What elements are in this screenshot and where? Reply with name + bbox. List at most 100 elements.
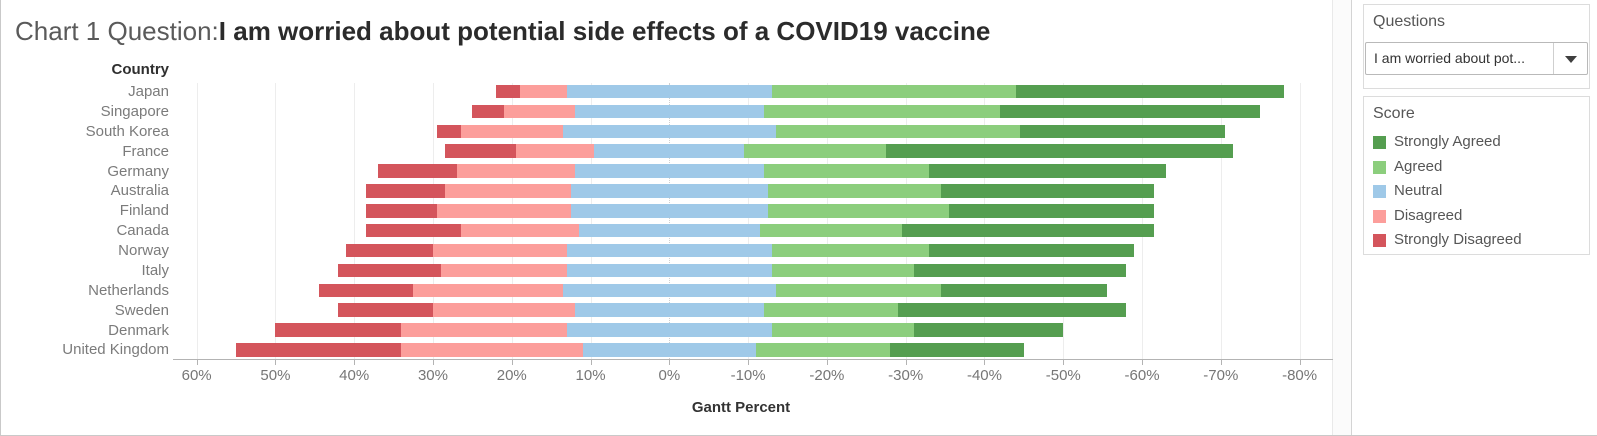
bar-segment-agreed[interactable]: [771, 323, 914, 337]
bar-segment-strongly-agreed[interactable]: [949, 204, 1154, 218]
bar-segment-strongly-agreed[interactable]: [1015, 84, 1284, 99]
chart-card: Chart 1 Question:I am worried about pote…: [1, 0, 1339, 435]
bar-segment-neutral[interactable]: [566, 84, 772, 99]
bar-segment-agreed[interactable]: [775, 283, 942, 298]
bar-segment-strongly-disagreed[interactable]: [377, 164, 457, 178]
bar-segment-neutral[interactable]: [570, 204, 768, 218]
bar-segment-strongly-disagreed[interactable]: [338, 303, 433, 317]
bar-segment-strongly-agreed[interactable]: [885, 144, 1233, 158]
bar-segment-neutral[interactable]: [566, 243, 772, 258]
bar-segment-neutral[interactable]: [574, 104, 764, 119]
questions-card-title: Questions: [1373, 13, 1446, 30]
questions-dropdown[interactable]: I am worried about pot...: [1365, 42, 1588, 75]
bar-segment-disagreed[interactable]: [503, 104, 575, 119]
bar-segment-neutral[interactable]: [566, 323, 772, 337]
legend-swatch-icon: [1373, 160, 1386, 174]
legend-label: Agreed: [1394, 157, 1443, 175]
gridline: [905, 83, 907, 359]
y-axis-title: Country: [111, 61, 170, 78]
chart-title-question: I am worried about potential side effect…: [218, 16, 991, 46]
bar-segment-disagreed[interactable]: [432, 243, 567, 258]
bar-segment-strongly-agreed[interactable]: [913, 263, 1127, 278]
bar-segment-neutral[interactable]: [562, 283, 776, 298]
bar-segment-strongly-disagreed[interactable]: [444, 144, 516, 158]
chart-title: Chart 1 Question:I am worried about pote…: [15, 16, 990, 47]
x-tick-label: 10%: [575, 367, 606, 384]
bar-segment-disagreed[interactable]: [436, 204, 571, 218]
bar-segment-disagreed[interactable]: [460, 223, 579, 238]
x-tick-label: -80%: [1282, 367, 1318, 384]
bar-segment-strongly-agreed[interactable]: [941, 184, 1154, 198]
gridline: [1063, 83, 1065, 359]
bar-segment-neutral[interactable]: [574, 164, 764, 178]
score-legend-card: Score Strongly Agreed Agreed Neutral Disagr…: [1363, 96, 1590, 255]
bar-segment-disagreed[interactable]: [440, 263, 567, 278]
bar-segment-neutral[interactable]: [566, 263, 772, 278]
bar-segment-strongly-agreed[interactable]: [929, 164, 1166, 178]
bar-segment-strongly-disagreed[interactable]: [366, 204, 437, 218]
x-tick-label: 60%: [181, 367, 212, 384]
country-label-france: France: [122, 142, 169, 160]
bar-segment-strongly-agreed[interactable]: [1000, 104, 1261, 119]
bar-segment-disagreed[interactable]: [515, 144, 595, 158]
bar-segment-disagreed[interactable]: [401, 323, 567, 337]
bar-segment-disagreed[interactable]: [456, 164, 575, 178]
bar-segment-agreed[interactable]: [771, 263, 914, 278]
bar-segment-neutral[interactable]: [574, 303, 764, 317]
bar-segment-strongly-disagreed[interactable]: [338, 263, 441, 278]
bar-segment-agreed[interactable]: [744, 144, 886, 158]
bar-segment-strongly-agreed[interactable]: [889, 343, 1024, 357]
bar-segment-strongly-disagreed[interactable]: [346, 243, 433, 258]
bar-segment-neutral[interactable]: [570, 184, 768, 198]
bar-segment-strongly-disagreed[interactable]: [472, 104, 504, 119]
bar-segment-disagreed[interactable]: [460, 124, 563, 138]
legend-label: Strongly Disagreed: [1394, 231, 1522, 248]
bar-segment-strongly-disagreed[interactable]: [436, 124, 461, 138]
bar-segment-neutral[interactable]: [594, 144, 745, 158]
bar-segment-agreed[interactable]: [771, 243, 930, 258]
tick-mark: [1063, 360, 1065, 365]
bar-segment-disagreed[interactable]: [413, 283, 563, 298]
bar-segment-neutral[interactable]: [582, 343, 756, 357]
questions-dropdown-arrow-button[interactable]: [1553, 43, 1587, 74]
x-tick-label: -40%: [966, 367, 1002, 384]
bar-segment-strongly-agreed[interactable]: [1019, 124, 1225, 138]
legend-swatch-icon: [1373, 136, 1386, 149]
bar-segment-disagreed[interactable]: [432, 303, 575, 317]
bar-segment-agreed[interactable]: [767, 184, 942, 198]
bar-segment-strongly-agreed[interactable]: [941, 283, 1107, 298]
bar-segment-disagreed[interactable]: [519, 84, 567, 99]
bar-segment-agreed[interactable]: [763, 303, 898, 317]
bar-segment-agreed[interactable]: [775, 124, 1020, 138]
bar-segment-strongly-agreed[interactable]: [913, 323, 1064, 337]
gridline: [196, 83, 198, 359]
caret-down-icon: [1565, 56, 1577, 63]
bar-segment-disagreed[interactable]: [401, 343, 583, 357]
bar-segment-neutral[interactable]: [562, 124, 776, 138]
bar-segment-disagreed[interactable]: [444, 184, 571, 198]
bar-segment-agreed[interactable]: [767, 204, 949, 218]
tick-mark: [196, 360, 198, 365]
bar-segment-neutral[interactable]: [578, 223, 760, 238]
bar-segment-strongly-disagreed[interactable]: [366, 223, 461, 238]
bar-segment-agreed[interactable]: [755, 343, 890, 357]
bar-segment-agreed[interactable]: [763, 104, 1001, 119]
legend-label: Disagreed: [1394, 206, 1463, 224]
bar-segment-strongly-disagreed[interactable]: [366, 184, 445, 198]
bar-segment-agreed[interactable]: [759, 223, 902, 238]
country-label-singapore: Singapore: [100, 102, 169, 120]
tick-mark: [984, 360, 986, 365]
bar-segment-strongly-disagreed[interactable]: [496, 84, 520, 99]
bar-segment-strongly-disagreed[interactable]: [236, 343, 402, 357]
country-label-finland: Finland: [119, 202, 169, 220]
bar-segment-agreed[interactable]: [771, 84, 1016, 99]
bar-segment-strongly-agreed[interactable]: [901, 223, 1154, 238]
bar-segment-agreed[interactable]: [763, 164, 930, 178]
score-legend-title: Score: [1373, 105, 1415, 122]
bar-segment-strongly-disagreed[interactable]: [275, 323, 402, 337]
tick-mark: [275, 360, 277, 365]
country-label-japan: Japan: [128, 83, 169, 100]
bar-segment-strongly-agreed[interactable]: [929, 243, 1135, 258]
bar-segment-strongly-agreed[interactable]: [897, 303, 1127, 317]
bar-segment-strongly-disagreed[interactable]: [318, 283, 414, 298]
